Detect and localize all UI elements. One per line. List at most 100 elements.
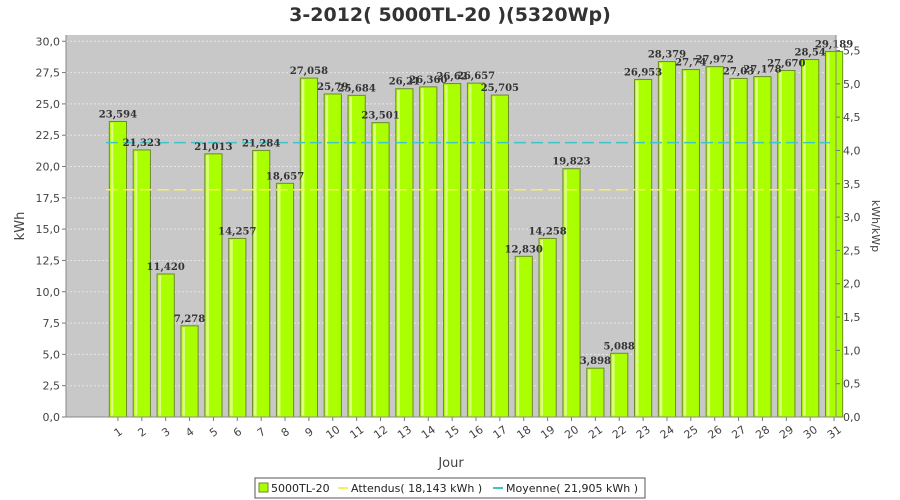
legend-label-attendus: Attendus( 18,143 kWh ): [351, 482, 482, 495]
x-tick-label: 13: [395, 423, 414, 442]
data-label: 27,178: [743, 65, 781, 76]
legend: 5000TL-20 Attendus( 18,143 kWh ) Moyenne…: [254, 477, 646, 499]
bar-highlight: [707, 68, 711, 416]
y-tick-label: 27,5: [36, 67, 61, 80]
x-tick-label: 7: [255, 425, 268, 440]
data-label: 26,360: [409, 75, 447, 86]
data-label: 27,972: [696, 55, 734, 66]
y-tick-label: 30,0: [36, 35, 61, 48]
bar-highlight: [349, 96, 353, 416]
x-tick-label: 15: [443, 423, 462, 442]
data-label: 26,62: [436, 72, 467, 83]
bar-highlight: [468, 84, 472, 416]
bar-highlight: [110, 122, 114, 416]
bar-highlight: [826, 52, 830, 416]
y2-tick-label: 2,0: [843, 278, 861, 291]
x-tick-label: 1: [112, 425, 125, 440]
x-tick-label: 2: [135, 425, 148, 440]
bars: [108, 50, 844, 418]
legend-label-moyenne: Moyenne( 21,905 kWh ): [506, 482, 638, 495]
data-label: 25,705: [481, 83, 519, 94]
x-tick-label: 12: [371, 423, 390, 442]
data-label: 27,74: [675, 58, 706, 69]
x-tick-label: 20: [562, 423, 581, 442]
data-label: 26,657: [457, 71, 495, 82]
x-tick-label: 28: [753, 423, 772, 442]
data-label: 19,823: [552, 157, 590, 168]
y-tick-label: 2,5: [43, 380, 61, 393]
x-tick-label: 8: [279, 425, 292, 440]
data-label: 11,420: [147, 262, 185, 273]
data-label: 23,594: [99, 109, 137, 120]
data-label: 18,657: [266, 171, 304, 182]
y-tick-label: 25,0: [36, 98, 61, 111]
data-label: 27,058: [290, 66, 328, 77]
bar-highlight: [731, 79, 734, 416]
y-tick-label: 12,5: [36, 254, 61, 267]
y2-tick-label: 2,5: [843, 244, 861, 257]
bar-highlight: [564, 170, 567, 416]
reference-lines: [106, 141, 830, 191]
y-tick-label: 5,0: [43, 348, 61, 361]
legend-box: [254, 477, 646, 499]
x-axis-label: Jour: [437, 456, 464, 471]
bar-highlight: [206, 155, 209, 416]
x-tick-label: 21: [586, 423, 605, 442]
x-tick-label: 16: [467, 423, 486, 442]
data-label: 28,379: [648, 50, 686, 61]
data-label: 5,088: [604, 341, 635, 352]
legend-swatch-bars: [258, 482, 269, 493]
bar-highlight: [659, 63, 663, 416]
y2-tick-label: 1,0: [843, 344, 861, 357]
y-tick-label: 0,0: [43, 411, 61, 424]
bar-highlight: [254, 151, 257, 416]
y-tick-label: 10,0: [36, 286, 61, 299]
bar-highlight: [373, 124, 376, 416]
x-tick-label: 6: [231, 425, 244, 440]
data-label: 7,278: [174, 314, 205, 325]
bar-highlight: [445, 85, 448, 416]
bar-highlight: [612, 354, 615, 416]
bar-highlight: [182, 327, 185, 416]
legend-label-bars: 5000TL-20: [271, 482, 330, 495]
bar-highlight: [779, 71, 782, 416]
x-tick-label: 9: [303, 425, 316, 440]
x-tick-label: 19: [538, 423, 557, 442]
x-tick-label: 26: [706, 423, 725, 442]
x-tick-label: 24: [658, 423, 677, 442]
y-tick-label: 22,5: [36, 129, 61, 142]
bar-highlight: [588, 369, 591, 416]
data-label: 26,953: [624, 67, 662, 78]
y2-tick-label: 3,0: [843, 211, 861, 224]
bar-highlight: [636, 80, 639, 416]
x-tick-label: 3: [159, 425, 172, 440]
data-label: 21,284: [242, 138, 280, 149]
bar-highlight: [325, 95, 329, 416]
bar-highlight: [421, 88, 424, 416]
y-tick-label: 17,5: [36, 192, 61, 205]
y2-tick-label: 4,5: [843, 111, 861, 124]
bar-highlight: [755, 78, 758, 416]
y-axis-label: kWh: [13, 212, 28, 241]
bar-highlight: [492, 96, 496, 416]
data-label: 23,501: [361, 111, 399, 122]
x-tick-label: 11: [347, 423, 366, 442]
data-label: 21,013: [194, 142, 232, 153]
x-tick-label: 17: [491, 423, 510, 442]
y2-tick-label: 0,5: [843, 378, 861, 391]
bar-highlight: [301, 79, 305, 416]
x-tick-label: 4: [183, 425, 196, 440]
data-label: 3,898: [580, 356, 611, 367]
data-label: 12,830: [505, 244, 543, 255]
x-tick-label: 14: [419, 423, 438, 442]
y2-tick-label: 0,0: [843, 411, 861, 424]
data-label: 25,79: [317, 82, 348, 93]
chart-title: 3-2012( 5000TL-20 )(5320Wp): [289, 4, 611, 26]
data-label: 27,670: [767, 58, 805, 69]
data-label: 29,189: [815, 39, 853, 50]
y-tick-label: 7,5: [43, 317, 61, 330]
x-tick-label: 30: [801, 423, 820, 442]
bar-highlight: [683, 71, 687, 416]
y-tick-label: 15,0: [36, 223, 61, 236]
